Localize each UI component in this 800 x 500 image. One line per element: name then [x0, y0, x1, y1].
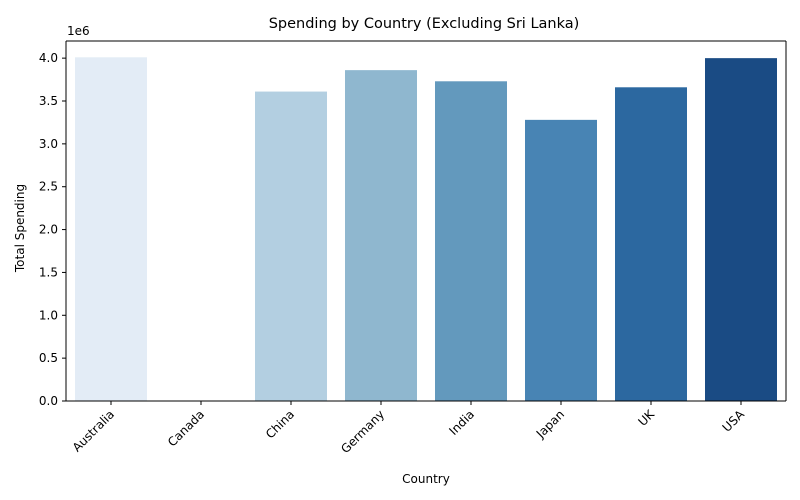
bar-australia [75, 57, 147, 401]
x-tick-label: India [446, 407, 477, 438]
y-tick-label: 3.0 [39, 137, 58, 151]
y-tick-label: 1.5 [39, 265, 58, 279]
plot-area: 0.0 0.5 1.0 1.5 2.0 2.5 3.0 3.5 4.0 Australia Cana… [39, 40, 787, 456]
x-tick-label: Germany [338, 407, 387, 456]
x-tick-label: Australia [70, 407, 117, 454]
y-axis-offset-text: 1e6 [67, 24, 90, 38]
y-tick-label: 3.5 [39, 94, 58, 108]
x-tick-label: USA [720, 407, 748, 435]
bar-usa [705, 58, 777, 401]
x-tick-label: Japan [533, 407, 567, 441]
bar-uk [615, 87, 687, 401]
y-tick-label: 0.0 [39, 394, 58, 408]
y-tick-label: 4.0 [39, 51, 58, 65]
y-tick-label: 2.0 [39, 223, 58, 237]
x-tick-label: China [263, 407, 297, 441]
chart-title: Spending by Country (Excluding Sri Lanka… [269, 16, 580, 32]
bar-germany [345, 70, 417, 401]
x-axis-label: Country [402, 472, 450, 486]
bar-japan [525, 119, 597, 402]
y-tick-label: 1.0 [39, 308, 58, 322]
y-axis-label: Total Spending [13, 184, 27, 273]
x-tick-label: UK [635, 406, 657, 428]
y-tick-label: 0.5 [39, 351, 58, 365]
bar-china [255, 91, 327, 401]
y-tick-label: 2.5 [39, 180, 58, 194]
x-tick-label: Canada [165, 407, 207, 449]
bar-india [435, 81, 507, 401]
